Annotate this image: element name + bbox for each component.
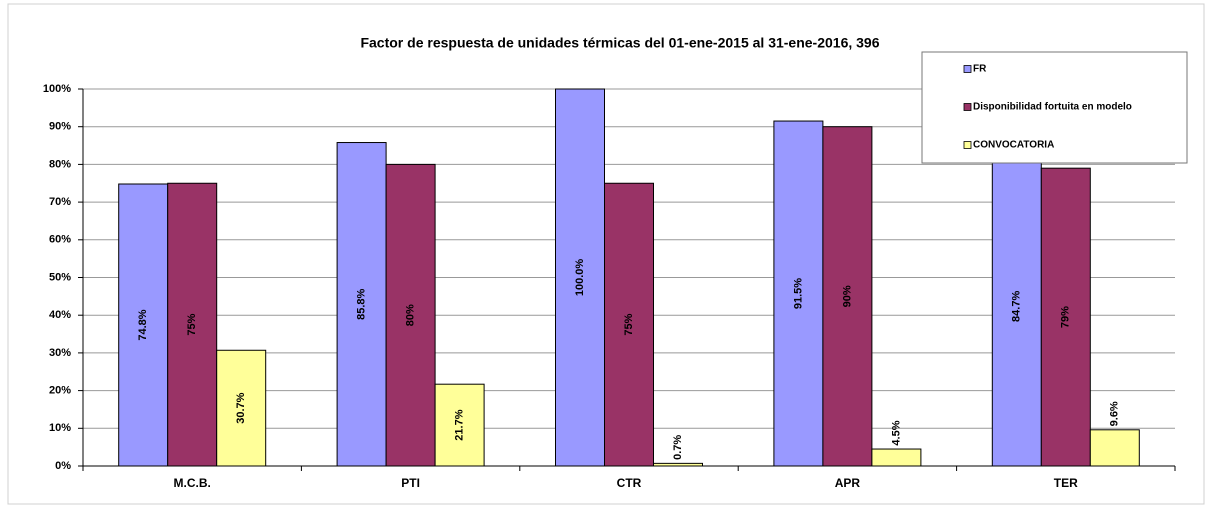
x-tick-label: PTI	[401, 476, 420, 490]
bar	[555, 88, 605, 467]
legend-label: FR	[973, 64, 987, 75]
bar	[604, 182, 654, 467]
bar	[822, 126, 873, 467]
value-label: 9.6%	[1109, 401, 1121, 426]
legend-label: CONVOCATORIA	[973, 140, 1054, 151]
legend-swatch	[963, 103, 972, 111]
value-label: 75%	[186, 313, 198, 335]
y-tick-label: 80%	[49, 158, 71, 170]
value-label: 21.7%	[454, 409, 466, 440]
y-tick-label: 40%	[49, 309, 71, 321]
x-tick-label: TER	[1054, 476, 1078, 490]
y-tick-label: 70%	[49, 196, 71, 208]
legend-swatch	[963, 141, 972, 149]
value-label: 90%	[841, 285, 853, 307]
y-tick-label: 30%	[49, 347, 71, 359]
value-label: 80%	[405, 304, 417, 326]
x-tick-label: M.C.B.	[174, 476, 211, 490]
bar	[1089, 429, 1140, 467]
value-label: 4.5%	[890, 420, 902, 445]
bar	[1040, 167, 1091, 467]
y-tick-label: 90%	[49, 121, 71, 133]
y-tick-label: 50%	[49, 271, 71, 283]
bar	[773, 120, 824, 467]
value-label: 30.7%	[235, 392, 247, 423]
legend-swatch	[963, 65, 972, 73]
x-tick-label: APR	[835, 476, 861, 490]
value-label: 84.7%	[1011, 291, 1023, 322]
legend-label: Disponibilidad fortuita en modelo	[973, 102, 1132, 113]
value-label: 0.7%	[672, 435, 684, 460]
value-label: 91.5%	[792, 278, 804, 309]
bar	[653, 462, 703, 467]
bar	[871, 448, 922, 467]
value-label: 79%	[1060, 306, 1072, 328]
bar	[991, 146, 1042, 467]
bar	[385, 163, 436, 467]
bar	[118, 183, 169, 467]
bar	[167, 182, 218, 467]
x-tick-label: CTR	[617, 476, 642, 490]
value-label: 75%	[623, 313, 635, 335]
value-label: 100.0%	[574, 259, 586, 297]
chart-title: Factor de respuesta de unidades térmicas…	[360, 35, 879, 51]
y-tick-label: 100%	[43, 83, 71, 95]
bar	[434, 383, 485, 467]
y-tick-label: 60%	[49, 234, 71, 246]
y-tick-label: 0%	[55, 460, 71, 472]
y-tick-label: 20%	[49, 385, 71, 397]
bar	[216, 349, 267, 467]
value-label: 74.8%	[137, 309, 149, 340]
value-label: 85.8%	[356, 288, 368, 319]
y-tick-label: 10%	[49, 422, 71, 434]
